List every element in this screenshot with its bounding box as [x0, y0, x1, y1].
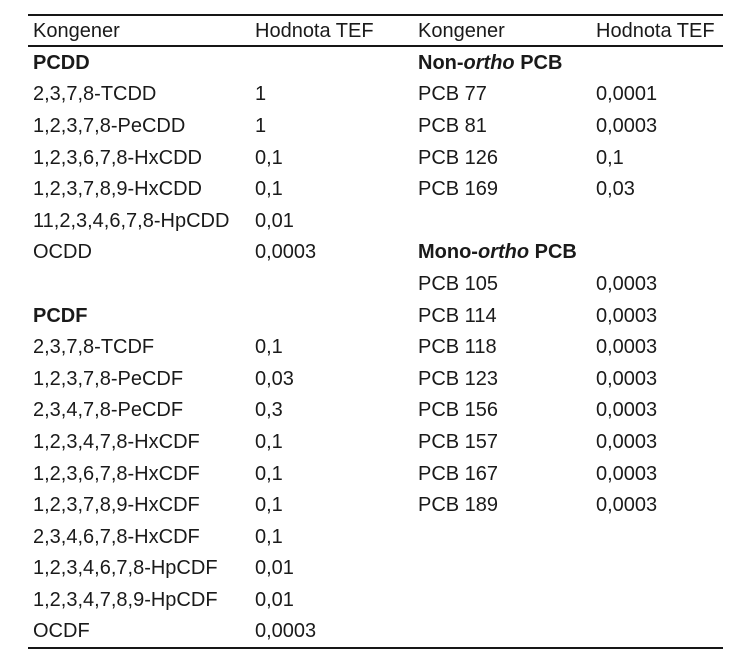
table-row: 2,3,4,6,7,8-HxCDF 0,1 [28, 521, 723, 553]
congener-cell: 1,2,3,7,8-PeCDD [33, 114, 186, 137]
tef-value-cell: 0,1 [255, 462, 283, 485]
table-row: PCDD Non-ortho PCB [28, 47, 723, 79]
tef-value-cell: 0,0003 [596, 430, 658, 453]
congener-cell: 1,2,3,7,8-PeCDF [33, 367, 184, 390]
header-kongener-left: Kongener [33, 19, 120, 42]
congener-cell: PCB 105 [418, 272, 499, 295]
table-row: 2,3,4,7,8-PeCDF 0,3 PCB 156 0,0003 [28, 395, 723, 427]
tef-value-cell: 0,0003 [255, 620, 317, 643]
tef-value-cell: 1 [255, 83, 267, 106]
tef-value-cell: 0,1 [255, 178, 283, 201]
table-body: PCDD Non-ortho PCB 2,3,7,8-TCDD 1 PCB 77 0,00… [28, 47, 723, 647]
group-label-part: PCB [514, 51, 563, 74]
congener-cell: 2,3,4,6,7,8-HxCDF [33, 525, 200, 548]
tef-value-cell: 0,0003 [596, 399, 658, 422]
table-row: PCDF PCB 114 0,0003 [28, 300, 723, 332]
tef-value-cell: 0,0003 [596, 114, 658, 137]
table-row: 1,2,3,7,8,9-HxCDF 0,1 PCB 189 0,0003 [28, 489, 723, 521]
header-hodnota-tef-left: Hodnota TEF [255, 19, 374, 42]
congener-cell: PCDD [28, 53, 255, 73]
table-row: PCB 105 0,0003 [28, 268, 723, 300]
group-label-italic-part: ortho [477, 241, 530, 264]
tef-value-cell: 1 [255, 114, 267, 137]
tef-value-cell: 0,0003 [596, 272, 658, 295]
congener-cell: PCB 167 [418, 462, 499, 485]
group-label-italic-part: ortho [463, 51, 515, 74]
tef-value-cell: 0,01 [255, 209, 294, 232]
tef-value-cell: 0,1 [596, 146, 624, 169]
tef-value-cell: 0,01 [255, 557, 294, 580]
congener-cell: PCB 157 [418, 430, 499, 453]
tef-table: Kongener Hodnota TEF Kongener Hodnota TE… [28, 14, 723, 650]
tef-value-cell: 0,0003 [596, 367, 658, 390]
table-row: 11,2,3,4,6,7,8-HpCDD 0,01 [28, 205, 723, 237]
group-label-part: PCB [529, 241, 577, 264]
group-label-part: Non- [418, 51, 464, 74]
congener-cell: OCDF [33, 620, 90, 643]
tef-value-cell: 0,03 [255, 367, 294, 390]
table-row: 1,2,3,4,7,8,9-HpCDF 0,01 [28, 584, 723, 616]
table-row: 1,2,3,4,7,8-HxCDF 0,1 PCB 157 0,0003 [28, 426, 723, 458]
table-row: 1,2,3,7,8-PeCDF 0,03 PCB 123 0,0003 [28, 363, 723, 395]
tef-value-cell: 0,03 [596, 178, 635, 201]
header-hodnota-tef-right: Hodnota TEF [596, 19, 715, 42]
congener-cell: PCB 126 [418, 146, 499, 169]
congener-cell: 11,2,3,4,6,7,8-HpCDD [33, 209, 230, 232]
table-header-row: Kongener Hodnota TEF Kongener Hodnota TE… [28, 16, 723, 47]
tef-value-cell: 0,1 [255, 146, 283, 169]
tef-value-cell: 0,0003 [596, 336, 658, 359]
congener-cell: 1,2,3,4,7,8,9-HpCDF [33, 588, 218, 611]
congener-cell: 2,3,7,8-TCDF [33, 336, 155, 359]
table-row: 2,3,7,8-TCDF 0,1 PCB 118 0,0003 [28, 331, 723, 363]
table-row: 1,2,3,6,7,8-HxCDD 0,1 PCB 126 0,1 [28, 142, 723, 174]
congener-cell: 1,2,3,6,7,8-HxCDD [33, 146, 202, 169]
congener-cell: 2,3,4,7,8-PeCDF [33, 399, 184, 422]
congener-cell: PCB 77 [418, 83, 487, 106]
tef-value-cell: 0,0003 [596, 494, 658, 517]
congener-cell: PCB 156 [418, 399, 499, 422]
group-label-part: Mono- [418, 241, 478, 264]
tef-value-cell: 0,1 [255, 430, 283, 453]
congener-cell: PCDF [28, 306, 255, 326]
tef-value-cell: 0,3 [255, 399, 283, 422]
congener-cell: 1,2,3,7,8,9-HxCDF [33, 494, 200, 517]
header-kongener-right: Kongener [418, 19, 505, 42]
tef-value-cell: 0,0003 [596, 462, 658, 485]
table-row: 2,3,7,8-TCDD 1 PCB 77 0,0001 [28, 79, 723, 111]
table-row: OCDF 0,0003 [28, 616, 723, 648]
congener-cell: Non-ortho PCB [418, 53, 596, 73]
congener-cell: 1,2,3,4,6,7,8-HpCDF [33, 557, 218, 580]
congener-cell: 2,3,7,8-TCDD [33, 83, 157, 106]
congener-cell: PCB 189 [418, 494, 499, 517]
tef-value-cell: 0,01 [255, 588, 294, 611]
tef-value-cell: 0,0003 [596, 304, 658, 327]
group-label-part: PCDF [33, 304, 88, 327]
congener-cell: OCDD [33, 241, 92, 264]
congener-cell: 1,2,3,7,8,9-HxCDD [33, 178, 202, 201]
table-row: 1,2,3,6,7,8-HxCDF 0,1 PCB 167 0,0003 [28, 458, 723, 490]
congener-cell: PCB 114 [418, 304, 497, 327]
table-row: 1,2,3,4,6,7,8-HpCDF 0,01 [28, 553, 723, 585]
tef-value-cell: 0,1 [255, 525, 283, 548]
table-row: 1,2,3,7,8,9-HxCDD 0,1 PCB 169 0,03 [28, 173, 723, 205]
congener-cell: 1,2,3,6,7,8-HxCDF [33, 462, 200, 485]
congener-cell: PCB 123 [418, 367, 499, 390]
group-label-part: PCDD [33, 51, 90, 74]
congener-cell: Mono-ortho PCB [418, 242, 596, 262]
tef-value-cell: 0,0001 [596, 83, 658, 106]
tef-value-cell: 0,0003 [255, 241, 317, 264]
congener-cell: 1,2,3,4,7,8-HxCDF [33, 430, 200, 453]
congener-cell: PCB 118 [418, 336, 497, 359]
table-row: OCDD 0,0003 Mono-ortho PCB [28, 237, 723, 269]
tef-value-cell: 0,1 [255, 494, 283, 517]
tef-value-cell: 0,1 [255, 336, 283, 359]
table-row: 1,2,3,7,8-PeCDD 1 PCB 81 0,0003 [28, 110, 723, 142]
congener-cell: PCB 81 [418, 114, 487, 137]
congener-cell: PCB 169 [418, 178, 499, 201]
